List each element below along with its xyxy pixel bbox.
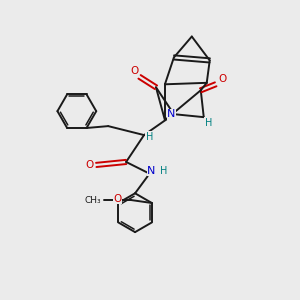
Text: H: H: [205, 118, 212, 128]
Text: O: O: [113, 194, 122, 203]
Text: N: N: [167, 109, 176, 119]
Text: H: H: [146, 132, 153, 142]
Text: O: O: [130, 67, 138, 76]
Text: CH₃: CH₃: [84, 196, 101, 205]
Text: N: N: [147, 166, 156, 176]
Text: O: O: [85, 160, 94, 170]
Text: H: H: [160, 166, 167, 176]
Text: O: O: [218, 74, 226, 84]
